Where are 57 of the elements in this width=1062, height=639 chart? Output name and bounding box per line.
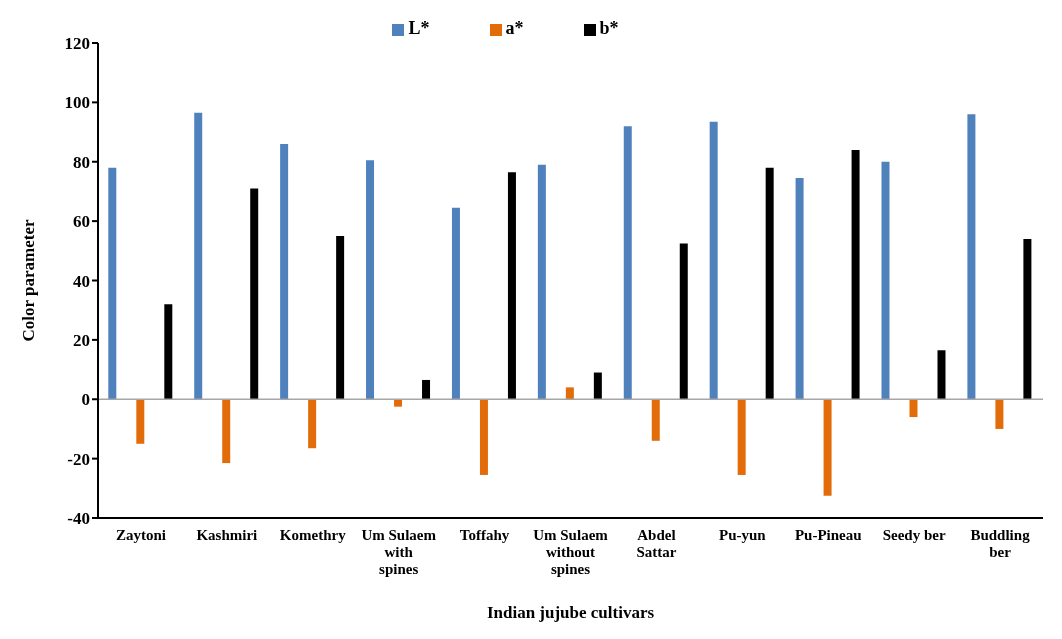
bar: [709, 121, 718, 400]
bar: [366, 160, 375, 400]
y-tick-label: 60: [73, 212, 90, 232]
y-tick-label: 120: [64, 34, 90, 54]
y-tick-label: 40: [73, 271, 90, 291]
x-tick-label: Seedy ber: [882, 527, 946, 543]
x-tick-label: Zaytoni: [115, 527, 166, 543]
bar: [823, 399, 832, 496]
x-tick-label: Toffahy: [459, 527, 510, 543]
legend-label: L*: [408, 18, 430, 38]
bar: [651, 399, 660, 441]
bar: [164, 304, 173, 400]
bar: [967, 114, 976, 400]
bar: [795, 178, 804, 400]
y-tick-label: 80: [73, 152, 90, 172]
bar: [194, 112, 203, 400]
bar: [422, 379, 431, 400]
x-tick-label: Abdel Sattar: [636, 527, 677, 560]
y-tick-label: 0: [81, 390, 90, 410]
bar: [623, 126, 632, 400]
y-axis-title: Color parameter: [19, 219, 39, 342]
bar: [451, 207, 460, 400]
bar: [250, 188, 259, 400]
x-tick-label: Komethry: [279, 527, 347, 543]
x-tick-label: Pu-Pineau: [794, 527, 862, 543]
bar: [881, 161, 890, 400]
bar: [222, 399, 231, 464]
bar: [995, 399, 1004, 429]
y-tick-label: 100: [64, 93, 90, 113]
legend-label: b*: [599, 18, 619, 38]
bar: [136, 399, 145, 444]
bar: [679, 243, 688, 400]
x-tick-label: Pu-yun: [718, 527, 767, 543]
x-tick-label: Buddling ber: [970, 527, 1031, 560]
bar: [937, 350, 946, 400]
x-tick-label: Kashmiri: [196, 527, 258, 543]
bar: [507, 172, 516, 400]
bar: [851, 149, 860, 400]
bar: [108, 167, 117, 400]
bar: [593, 372, 602, 400]
x-axis-title: Indian jujube cultivars: [486, 603, 655, 622]
x-tick-label: Um Sulaem without spines: [533, 527, 609, 577]
y-tick-label: -20: [67, 449, 90, 469]
bar: [280, 143, 289, 400]
bar: [765, 167, 774, 400]
bar: [537, 164, 546, 400]
y-tick-label: -40: [67, 509, 90, 529]
y-tick-label: 20: [73, 330, 90, 350]
bar: [479, 399, 488, 475]
bar: [909, 399, 918, 418]
bar: [737, 399, 746, 475]
bar: [1023, 238, 1032, 400]
bar: [336, 235, 345, 400]
x-tick-label: Um Sulaem with spines: [361, 527, 437, 577]
bar: [308, 399, 317, 449]
legend-label: a*: [505, 18, 524, 38]
bar: [565, 387, 574, 400]
